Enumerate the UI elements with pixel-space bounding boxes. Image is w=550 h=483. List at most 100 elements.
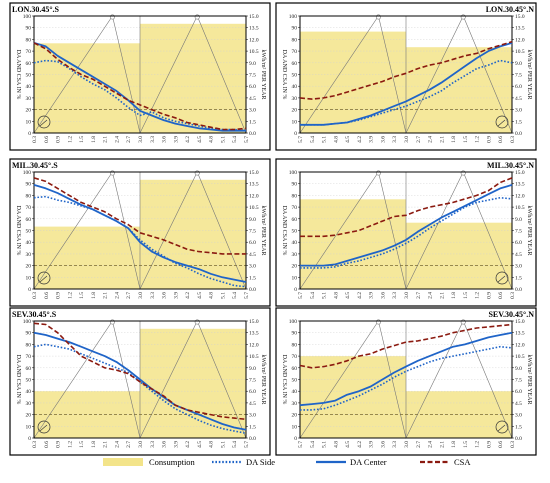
- luminaire-icon: [194, 319, 200, 325]
- y-left-tick-label: 70: [292, 205, 298, 211]
- x-tick-label: 5.4: [232, 441, 238, 448]
- x-tick-label: 3.0: [138, 441, 144, 448]
- series-line-da-side: [33, 343, 247, 435]
- y-left-tick-label: 20: [26, 108, 32, 114]
- x-tick-label: 3.0: [138, 136, 144, 143]
- sensor-icon-needle: [39, 424, 48, 432]
- left-axis-title: DA AND CSA IN %: [281, 355, 287, 405]
- consumption-bar-1: [34, 226, 140, 289]
- y-right-tick-label: 12.0: [515, 193, 525, 199]
- x-tick-label: 3.6: [162, 441, 168, 448]
- panel-title: MIL.30.45°.N: [487, 161, 534, 170]
- legend-label-csa: CSA: [454, 457, 471, 467]
- y-left-tick-label: 20: [292, 264, 298, 270]
- x-tick-label: 0.9: [56, 292, 62, 299]
- x-tick-label: 1.8: [451, 292, 457, 299]
- chart-panel-6: 0 10 20 30 40 50 60 70 80 90 100 0.0 1.5 3.0 4.5 6.0 7.5…: [275, 307, 537, 456]
- panel-title: LON.30.45°.S: [12, 5, 60, 14]
- luminaire-icon: [375, 319, 381, 325]
- x-tick-label: 4.8: [209, 136, 215, 143]
- y-right-tick-label: 13.5: [515, 182, 525, 188]
- y-right-tick-label: 0.0: [515, 436, 522, 442]
- legend-swatch-consumption: [103, 458, 143, 466]
- y-left-tick-label: 20: [26, 264, 32, 270]
- y-left-tick-label: 90: [292, 26, 298, 32]
- x-tick-label: 0.3: [32, 441, 38, 448]
- y-left-tick-label: 60: [26, 366, 32, 372]
- y-right-tick-label: 13.5: [515, 331, 525, 337]
- x-tick-label: 5.1: [322, 136, 328, 143]
- x-tick-label: 1.2: [67, 292, 73, 299]
- y-right-tick-label: 15.0: [515, 170, 525, 176]
- panel-frame: [9, 158, 271, 307]
- y-left-tick-label: 50: [292, 229, 298, 235]
- y-right-tick-label: 1.5: [515, 119, 522, 125]
- series-line-csa: [299, 323, 513, 369]
- panel-frame: [9, 307, 271, 456]
- y-left-tick-label: 90: [26, 182, 32, 188]
- legend: Consumption DA Side DA Center CSA: [103, 457, 471, 467]
- series-line-da-center: [300, 42, 513, 126]
- x-tick-label: 3.3: [150, 441, 156, 448]
- y-right-tick-label: 6.0: [515, 240, 522, 246]
- y-left-tick-label: 80: [292, 37, 298, 43]
- y-right-tick-label: 12.0: [515, 342, 525, 348]
- y-left-tick-label: 40: [26, 240, 32, 246]
- y-left-tick-label: 40: [292, 240, 298, 246]
- luminaire-icon: [109, 14, 115, 20]
- right-axis-title: kWh/m² PER YEAR: [260, 355, 266, 405]
- y-left-tick-label: 20: [292, 108, 298, 114]
- y-left-tick-label: 10: [292, 424, 298, 430]
- y-left-tick-label: 10: [26, 275, 32, 281]
- y-left-tick-label: 30: [26, 401, 32, 407]
- x-tick-label: 2.1: [439, 136, 445, 143]
- x-tick-label: 0.6: [498, 292, 504, 299]
- x-tick-label: 3.0: [404, 292, 410, 299]
- series-line-csa: [33, 177, 246, 255]
- luminaire-icon: [460, 319, 466, 325]
- series-line-csa: [33, 322, 247, 421]
- x-tick-label: 4.2: [185, 441, 191, 448]
- x-tick-label: 0.6: [44, 136, 50, 143]
- x-tick-label: 5.7: [244, 292, 250, 299]
- x-tick-label: 4.8: [209, 441, 215, 448]
- y-right-tick-label: 9.0: [515, 217, 522, 223]
- x-tick-label: 1.8: [451, 136, 457, 143]
- y-left-tick-label: 60: [26, 217, 32, 223]
- x-tick-label: 2.4: [428, 292, 434, 299]
- y-right-tick-label: 13.5: [249, 331, 259, 337]
- x-tick-label: 4.5: [197, 441, 203, 448]
- x-tick-label: 5.4: [310, 136, 316, 143]
- y-right-tick-label: 9.0: [515, 366, 522, 372]
- series-line-csa: [299, 40, 513, 100]
- panel-title: SEV.30.45°.S: [12, 310, 57, 319]
- y-right-tick-label: 0.0: [249, 436, 256, 442]
- right-axis-title: kWh/m² PER YEAR: [260, 206, 266, 256]
- chart-panel-1: 0 10 20 30 40 50 60 70 80 90 100 0.0 1.5 3.0 4.5 6.0 7.5…: [9, 2, 271, 151]
- y-right-tick-label: 15.0: [249, 319, 259, 325]
- y-right-tick-label: 9.0: [249, 217, 256, 223]
- y-right-tick-label: 3.0: [249, 264, 256, 270]
- y-right-tick-label: 0.0: [249, 287, 256, 293]
- series-line-csa: [300, 177, 513, 238]
- y-right-tick-label: 15.0: [515, 319, 525, 325]
- y-left-tick-label: 80: [292, 342, 298, 348]
- x-tick-label: 4.2: [185, 292, 191, 299]
- y-right-tick-label: 1.5: [249, 119, 256, 125]
- x-tick-label: 1.2: [475, 441, 481, 448]
- y-right-tick-label: 13.5: [249, 26, 259, 32]
- series-line-da-center: [300, 184, 513, 267]
- x-tick-label: 2.7: [416, 136, 422, 143]
- x-tick-label: 2.4: [114, 136, 120, 143]
- x-tick-label: 3.6: [380, 136, 386, 143]
- y-left-tick-label: 100: [289, 170, 298, 176]
- x-tick-label: 1.8: [91, 136, 97, 143]
- x-tick-label: 3.6: [162, 136, 168, 143]
- consumption-bar-1: [34, 43, 140, 133]
- x-tick-label: 4.2: [185, 136, 191, 143]
- y-left-tick-label: 100: [289, 14, 298, 20]
- y-right-tick-label: 10.5: [249, 205, 259, 211]
- y-right-tick-label: 6.0: [515, 84, 522, 90]
- x-tick-label: 2.7: [126, 136, 132, 143]
